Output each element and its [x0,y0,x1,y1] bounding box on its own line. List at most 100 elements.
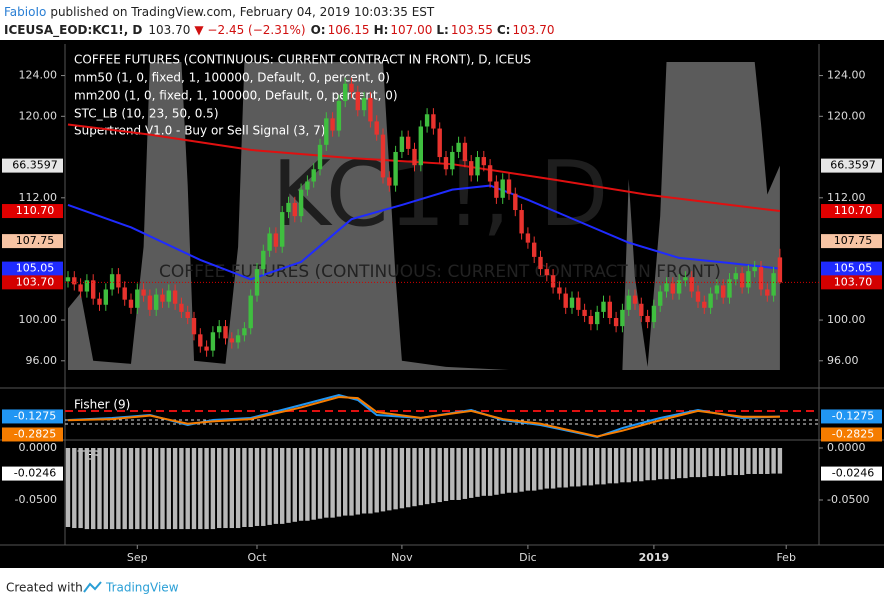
chart-title: COFFEE FUTURES (CONTINUOUS: CURRENT CONT… [74,53,531,67]
histogram-bar [550,448,556,489]
candle-body [500,179,505,198]
histogram-bar [424,448,430,505]
histogram-bar [462,448,468,499]
footer-text: Created with [6,581,83,595]
histogram-bar [78,448,83,529]
candle-body [424,114,430,127]
histogram-bar [204,448,209,530]
y-tick-label: 124.00 [19,69,58,82]
candle-body [387,177,392,186]
footer-background [0,568,884,606]
y-tick-label: 112.00 [19,191,58,204]
histogram-bar [305,448,310,521]
histogram-bar [210,448,216,530]
candle-body [676,280,682,294]
candle-body [569,297,575,308]
histogram-bar [557,448,562,488]
candle-body [632,295,638,304]
price-label: 66.3597 [12,159,58,172]
histogram-bar [324,448,329,518]
price-label-box [821,234,882,249]
histogram-bar [532,448,537,491]
histogram-bar [172,448,178,530]
price-label: -0.2825 [832,427,874,440]
histogram-bar [733,448,738,476]
price-label-box [2,275,63,290]
price-label-box [821,466,882,481]
author[interactable]: FabioIo [4,5,46,19]
candle-body [292,202,297,217]
candle-body [626,295,631,310]
candle-body [286,202,291,213]
candle-body [506,179,512,194]
price-label: 103.70 [16,275,55,288]
histogram-bar [109,448,115,530]
candle-body [462,142,468,162]
price-label: -0.2825 [14,427,56,440]
high: 107.00 [390,23,432,37]
candle-body [456,142,461,152]
candle-body [361,97,367,111]
price-label-box [821,427,882,442]
histogram-bar [765,448,770,474]
candle-body [538,256,543,270]
histogram-bar [166,448,171,530]
histogram-bar [588,448,594,486]
histogram-bar [607,448,612,484]
candle-body [752,267,757,272]
candle-body [431,114,436,129]
high-label: H: [374,23,389,37]
candle-body [739,273,745,288]
candle-body [746,271,751,288]
close-label: C: [497,23,511,37]
candle-body [198,334,203,347]
histogram-bar [122,448,127,530]
y-tick-label: 0.0000 [827,441,866,454]
candle-body [349,83,354,92]
brand[interactable]: TradingView [105,581,179,595]
last: 103.70 [148,23,190,37]
histogram-bar [135,448,140,530]
y-tick-label: 120.00 [19,109,58,122]
x-tick-label: Sep [127,551,148,564]
fisher-line [67,395,780,438]
candle-body [733,273,738,280]
candle-body [185,311,190,319]
histogram-bar [393,448,398,510]
histogram-bar [500,448,505,494]
price-label-box [821,204,882,219]
histogram-bar [576,448,581,487]
candle-body [651,305,657,323]
candle-body [494,181,499,198]
watermark-subtitle: COFFEE FUTURES (CONTINUOUS: CURRENT CONT… [159,262,721,282]
candle-body [65,277,71,282]
histogram-bar [84,448,90,530]
price-label: 105.05 [834,262,873,275]
histogram-bar [399,448,405,509]
histogram-bar [450,448,455,500]
candle-body [576,297,581,310]
candle-body [758,267,764,290]
histogram-bar [437,448,442,503]
price-label: 107.75 [16,234,55,247]
header-line-1: FabioIo published on TradingView.com, Feb… [4,5,435,19]
histogram-bar [727,448,732,476]
candle-body [645,315,650,323]
histogram-bar [443,448,449,502]
histogram-bar [739,448,745,476]
stc-area [68,62,780,370]
y-tick-label: 100.00 [19,313,58,326]
candle-body [443,157,449,170]
price-label: -0.1275 [14,409,56,422]
histogram-bar [317,448,323,519]
candle-body [273,233,279,247]
histogram-bar [72,448,77,529]
histogram-bar [343,448,348,516]
candle-body [601,301,606,312]
price-label: 105.05 [16,262,55,275]
moving-average [67,123,781,213]
y-tick-label: 100.00 [827,313,866,326]
candle-body [469,161,474,176]
candle-body [374,121,379,135]
candle-body [620,309,625,327]
